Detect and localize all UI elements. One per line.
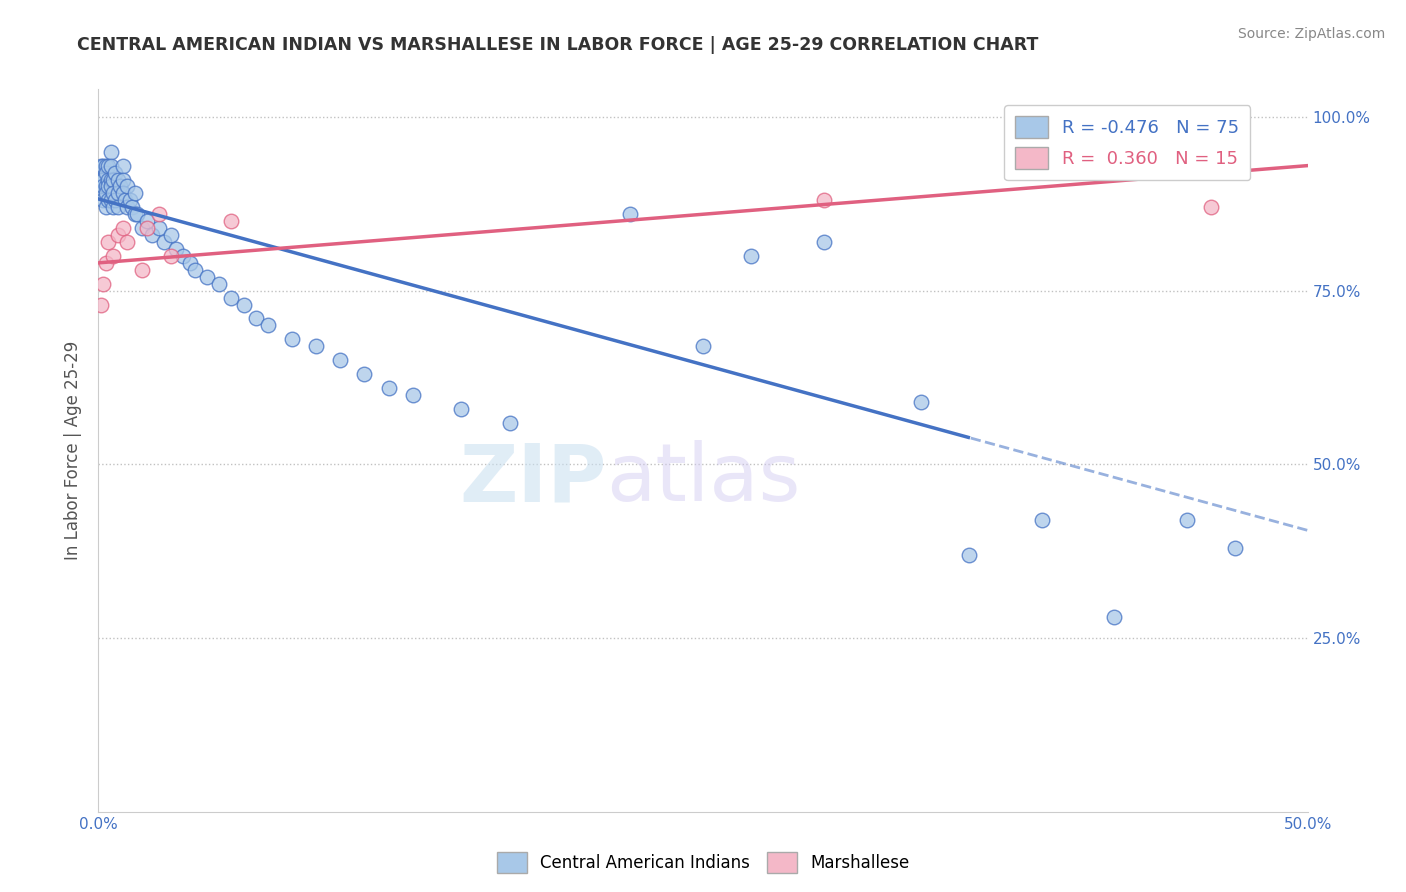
Point (111, 221, 134, 235)
Point (131, 262, 153, 277)
Point (172, 249, 194, 263)
Point (184, 262, 207, 277)
Point (1102, 610, 1125, 624)
Point (94, 165, 117, 179)
Point (619, 207, 641, 221)
Point (117, 179, 139, 194)
Point (127, 207, 149, 221)
Point (1031, 513, 1053, 527)
Point (179, 256, 201, 270)
Point (121, 200, 143, 214)
Point (692, 339, 714, 353)
Point (117, 200, 139, 214)
Point (91, 194, 114, 208)
Point (329, 353, 352, 368)
Point (135, 214, 157, 228)
Point (91, 179, 114, 194)
Point (450, 401, 472, 416)
Point (232, 297, 254, 311)
Point (97, 194, 120, 208)
Point (117, 235, 139, 249)
Point (245, 311, 267, 326)
Point (107, 172, 129, 186)
Point (221, 291, 243, 305)
Point (91, 172, 114, 186)
Point (111, 186, 134, 201)
Point (1175, 513, 1198, 527)
Text: ZIP: ZIP (458, 441, 606, 518)
Text: Source: ZipAtlas.com: Source: ZipAtlas.com (1237, 27, 1385, 41)
Point (148, 207, 170, 221)
Point (94, 179, 117, 194)
Point (101, 200, 124, 214)
Text: CENTRAL AMERICAN INDIAN VS MARSHALLESE IN LABOR FORCE | AGE 25-29 CORRELATION CH: CENTRAL AMERICAN INDIAN VS MARSHALLESE I… (77, 36, 1039, 54)
Point (256, 318, 278, 333)
Text: atlas: atlas (606, 441, 800, 518)
Point (141, 228, 163, 243)
Point (90, 186, 112, 201)
Point (165, 242, 187, 256)
Point (104, 194, 127, 208)
Point (910, 394, 932, 409)
Y-axis label: In Labor Force | Age 25-29: In Labor Force | Age 25-29 (65, 341, 83, 560)
Point (131, 221, 153, 235)
Point (107, 186, 129, 201)
Point (104, 165, 127, 179)
Point (90, 159, 112, 173)
Point (221, 214, 243, 228)
Point (124, 186, 146, 201)
Point (100, 145, 122, 159)
Point (377, 381, 399, 395)
Point (152, 235, 174, 249)
Point (97, 159, 120, 173)
Point (281, 332, 304, 346)
Legend: R = -0.476   N = 75, R =  0.360   N = 15: R = -0.476 N = 75, R = 0.360 N = 15 (1004, 105, 1250, 180)
Point (94, 200, 117, 214)
Point (97, 179, 120, 194)
Point (160, 249, 183, 263)
Legend: Central American Indians, Marshallese: Central American Indians, Marshallese (491, 846, 915, 880)
Point (101, 186, 124, 201)
Point (148, 221, 170, 235)
Point (305, 339, 328, 353)
Point (107, 200, 129, 214)
Point (353, 367, 375, 381)
Point (94, 256, 117, 270)
Point (101, 172, 124, 186)
Point (402, 388, 425, 402)
Point (208, 277, 231, 291)
Point (91, 277, 114, 291)
Point (90, 297, 112, 311)
Point (111, 172, 134, 186)
Point (94, 186, 117, 201)
Point (1223, 541, 1246, 555)
Point (100, 194, 122, 208)
Point (91, 159, 114, 173)
Point (100, 172, 122, 186)
Point (114, 194, 136, 208)
Point (195, 269, 218, 284)
Point (111, 159, 134, 173)
Point (740, 249, 762, 263)
Point (94, 159, 117, 173)
Point (118, 194, 141, 208)
Point (90, 172, 112, 186)
Point (108, 179, 131, 194)
Point (957, 548, 980, 562)
Point (124, 207, 146, 221)
Point (1199, 200, 1222, 214)
Point (498, 416, 520, 430)
Point (97, 235, 120, 249)
Point (813, 194, 835, 208)
Point (100, 159, 122, 173)
Point (100, 179, 122, 194)
Point (97, 172, 120, 186)
Point (813, 235, 835, 249)
Point (101, 249, 124, 263)
Point (135, 221, 157, 235)
Point (160, 228, 183, 243)
Point (107, 228, 129, 243)
